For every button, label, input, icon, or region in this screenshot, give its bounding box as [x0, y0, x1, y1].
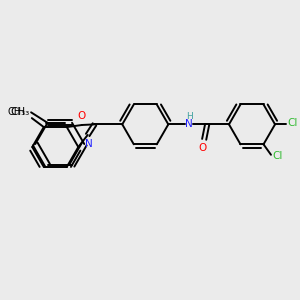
- Text: N: N: [85, 139, 93, 149]
- Text: O: O: [78, 111, 86, 121]
- Text: CH₃: CH₃: [10, 106, 29, 117]
- Text: Cl: Cl: [272, 151, 283, 161]
- Text: H: H: [186, 112, 192, 121]
- Text: N: N: [185, 119, 193, 129]
- Text: Cl: Cl: [288, 118, 298, 128]
- Text: CH₃: CH₃: [8, 107, 26, 117]
- Text: O: O: [199, 143, 207, 153]
